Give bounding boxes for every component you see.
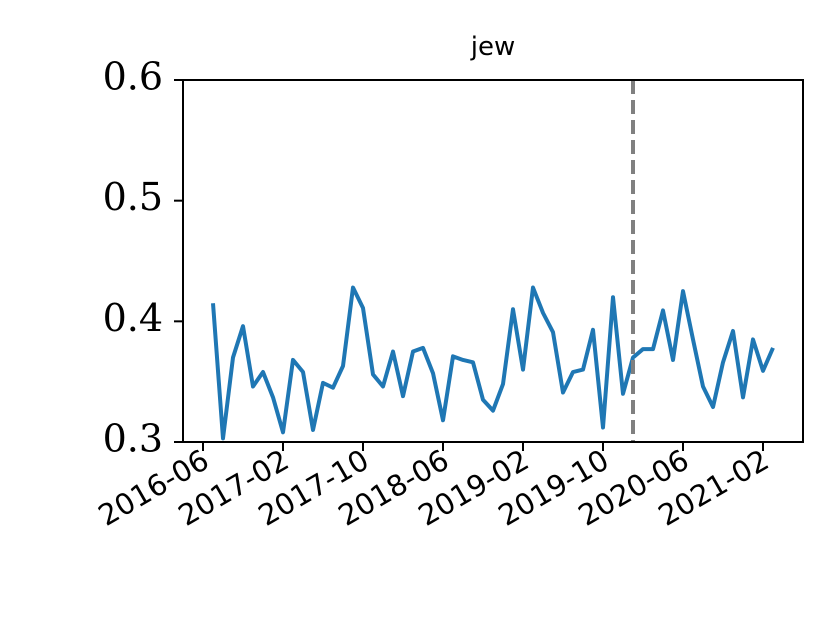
y-tick-label: 0.6 — [103, 55, 163, 99]
plot-frame — [182, 79, 804, 443]
chart-title: jew — [470, 32, 515, 62]
y-tick-label: 0.5 — [103, 175, 163, 219]
y-tick-label: 0.3 — [103, 417, 163, 461]
y-tick-label: 0.4 — [103, 296, 163, 340]
data-line — [211, 285, 775, 441]
